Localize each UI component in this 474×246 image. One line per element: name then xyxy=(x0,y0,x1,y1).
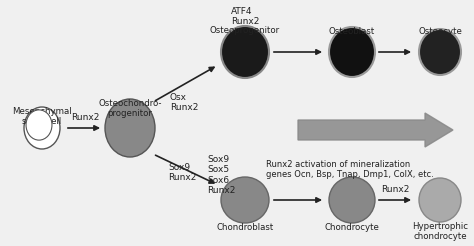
Text: Sox9
Sox5
Sox6
Runx2: Sox9 Sox5 Sox6 Runx2 xyxy=(208,155,236,195)
Text: Runx2: Runx2 xyxy=(381,185,409,194)
Text: Chondroblast: Chondroblast xyxy=(216,223,273,232)
Ellipse shape xyxy=(221,26,269,78)
Text: Mesenchymal
stem cell: Mesenchymal stem cell xyxy=(12,107,72,126)
Ellipse shape xyxy=(329,27,375,77)
Ellipse shape xyxy=(419,29,461,75)
FancyArrow shape xyxy=(298,113,453,147)
Text: Runx2: Runx2 xyxy=(71,113,99,122)
Ellipse shape xyxy=(105,99,155,157)
Text: Runx2 activation of mineralization
genes Ocn, Bsp, Tnap, Dmp1, ColX, etc.: Runx2 activation of mineralization genes… xyxy=(266,160,434,179)
Text: Osteoblast: Osteoblast xyxy=(329,27,375,36)
Ellipse shape xyxy=(24,107,60,149)
Text: Hypertrophic
chondrocyte: Hypertrophic chondrocyte xyxy=(412,222,468,241)
Text: Osteochondro-
progenitor: Osteochondro- progenitor xyxy=(98,99,162,118)
Ellipse shape xyxy=(329,177,375,223)
Text: Sox9
Runx2: Sox9 Runx2 xyxy=(168,163,196,182)
Ellipse shape xyxy=(26,110,52,140)
Text: ATF4
Runx2: ATF4 Runx2 xyxy=(231,7,259,26)
Ellipse shape xyxy=(419,178,461,222)
Text: Osx
Runx2: Osx Runx2 xyxy=(170,93,199,112)
Text: Chondrocyte: Chondrocyte xyxy=(325,223,380,232)
Text: Osteocyte: Osteocyte xyxy=(418,27,462,36)
Ellipse shape xyxy=(221,177,269,223)
Text: Osteoprogenitor: Osteoprogenitor xyxy=(210,26,280,35)
